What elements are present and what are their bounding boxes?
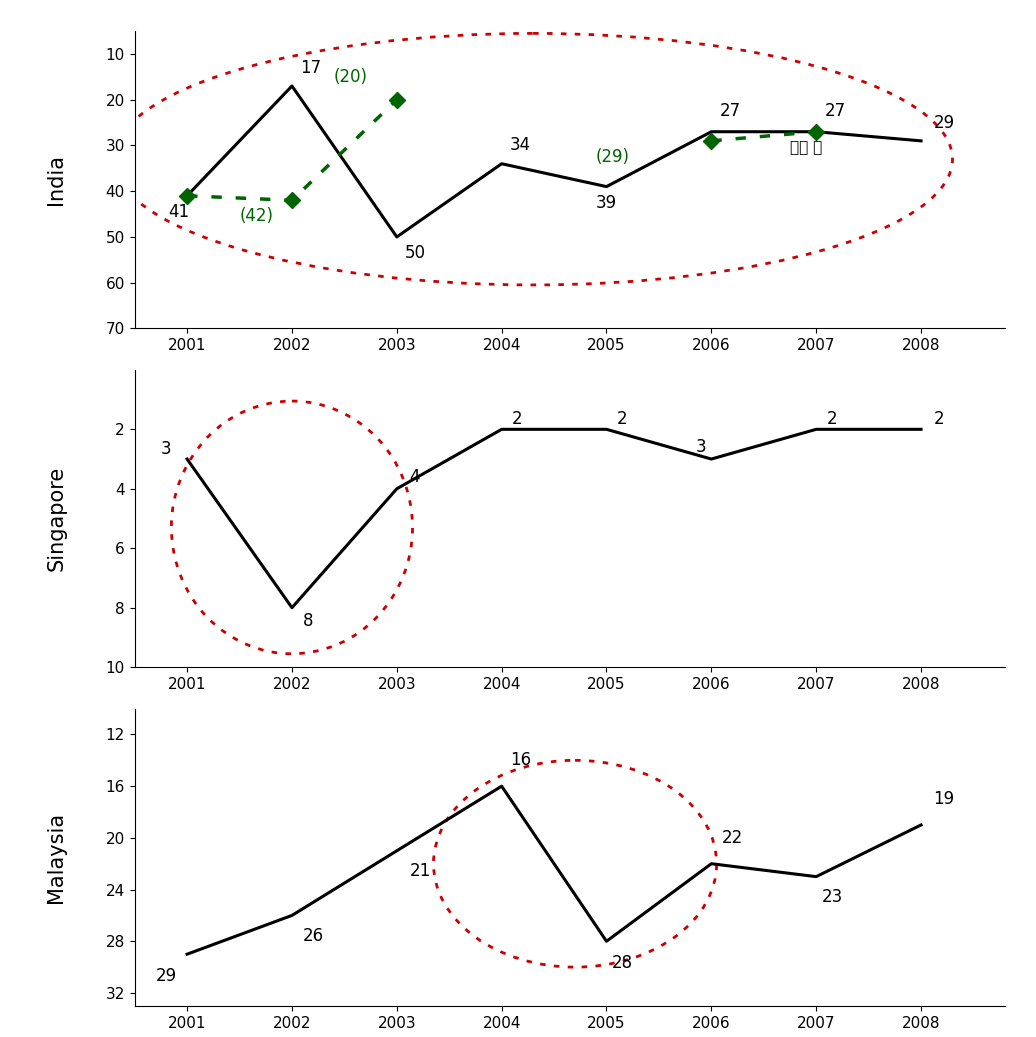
Text: 22: 22 <box>722 829 743 847</box>
Text: 2: 2 <box>512 410 523 428</box>
Text: (20): (20) <box>334 67 368 86</box>
Text: Malaysia: Malaysia <box>47 812 66 903</box>
Text: (42): (42) <box>239 207 274 225</box>
Text: 29: 29 <box>155 968 177 985</box>
Text: India: India <box>47 155 66 205</box>
Text: 34: 34 <box>510 137 531 155</box>
Text: 39: 39 <box>596 194 617 212</box>
Text: 26: 26 <box>303 927 323 945</box>
Text: (29): (29) <box>596 148 630 166</box>
Text: Singapore: Singapore <box>47 466 66 571</box>
Text: 8: 8 <box>303 612 313 630</box>
Text: 21: 21 <box>409 863 431 880</box>
Text: 3: 3 <box>161 440 172 457</box>
Text: 보정 전: 보정 전 <box>790 140 823 156</box>
Text: 2: 2 <box>933 410 944 428</box>
Text: 41: 41 <box>168 203 190 221</box>
Text: 29: 29 <box>933 114 955 132</box>
Text: 16: 16 <box>510 752 531 769</box>
Text: 27: 27 <box>825 103 845 120</box>
Text: 4: 4 <box>409 468 420 486</box>
Text: 17: 17 <box>300 59 321 77</box>
Text: 27: 27 <box>720 103 741 120</box>
Text: 19: 19 <box>933 790 955 808</box>
Text: 50: 50 <box>405 244 426 262</box>
Text: 23: 23 <box>822 889 842 906</box>
Text: 2: 2 <box>617 410 628 428</box>
Text: 28: 28 <box>611 954 633 973</box>
Text: 3: 3 <box>695 439 707 456</box>
Text: 2: 2 <box>827 410 837 428</box>
